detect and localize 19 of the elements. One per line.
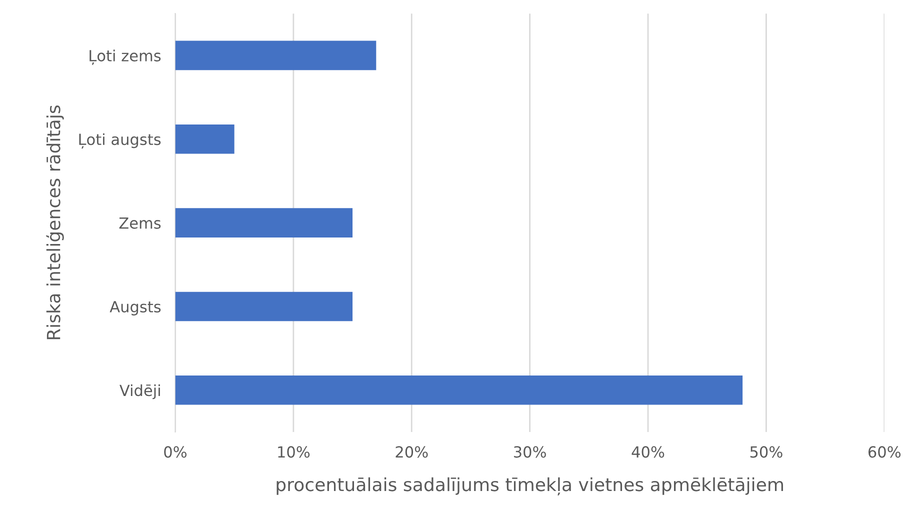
y-tick-label: Zems [119,217,161,229]
x-tick-label: 20% [396,446,428,458]
y-axis-title: Riska inteliģences rādītājs [46,106,64,340]
bar [175,376,743,405]
bar [175,124,234,154]
bar [175,40,376,70]
x-tick-label: 0% [164,446,187,458]
x-tick-label: 40% [632,446,664,458]
x-tick-label: 10% [278,446,310,458]
y-tick-label: Ļoti augsts [79,133,161,149]
x-tick-label: 50% [750,446,782,458]
y-tick-label: Ļoti zems [90,50,161,65]
x-tick-label: 30% [514,446,546,458]
x-axis-title: procentuālais sadalījums tīmekļa vietnes apmēklētājiem [276,477,783,496]
bar [175,292,353,322]
x-tick-label: 60% [868,446,901,458]
bar [175,208,353,238]
y-tick-label: Vidēji [120,384,160,400]
y-tick-label: Augsts [110,301,161,316]
